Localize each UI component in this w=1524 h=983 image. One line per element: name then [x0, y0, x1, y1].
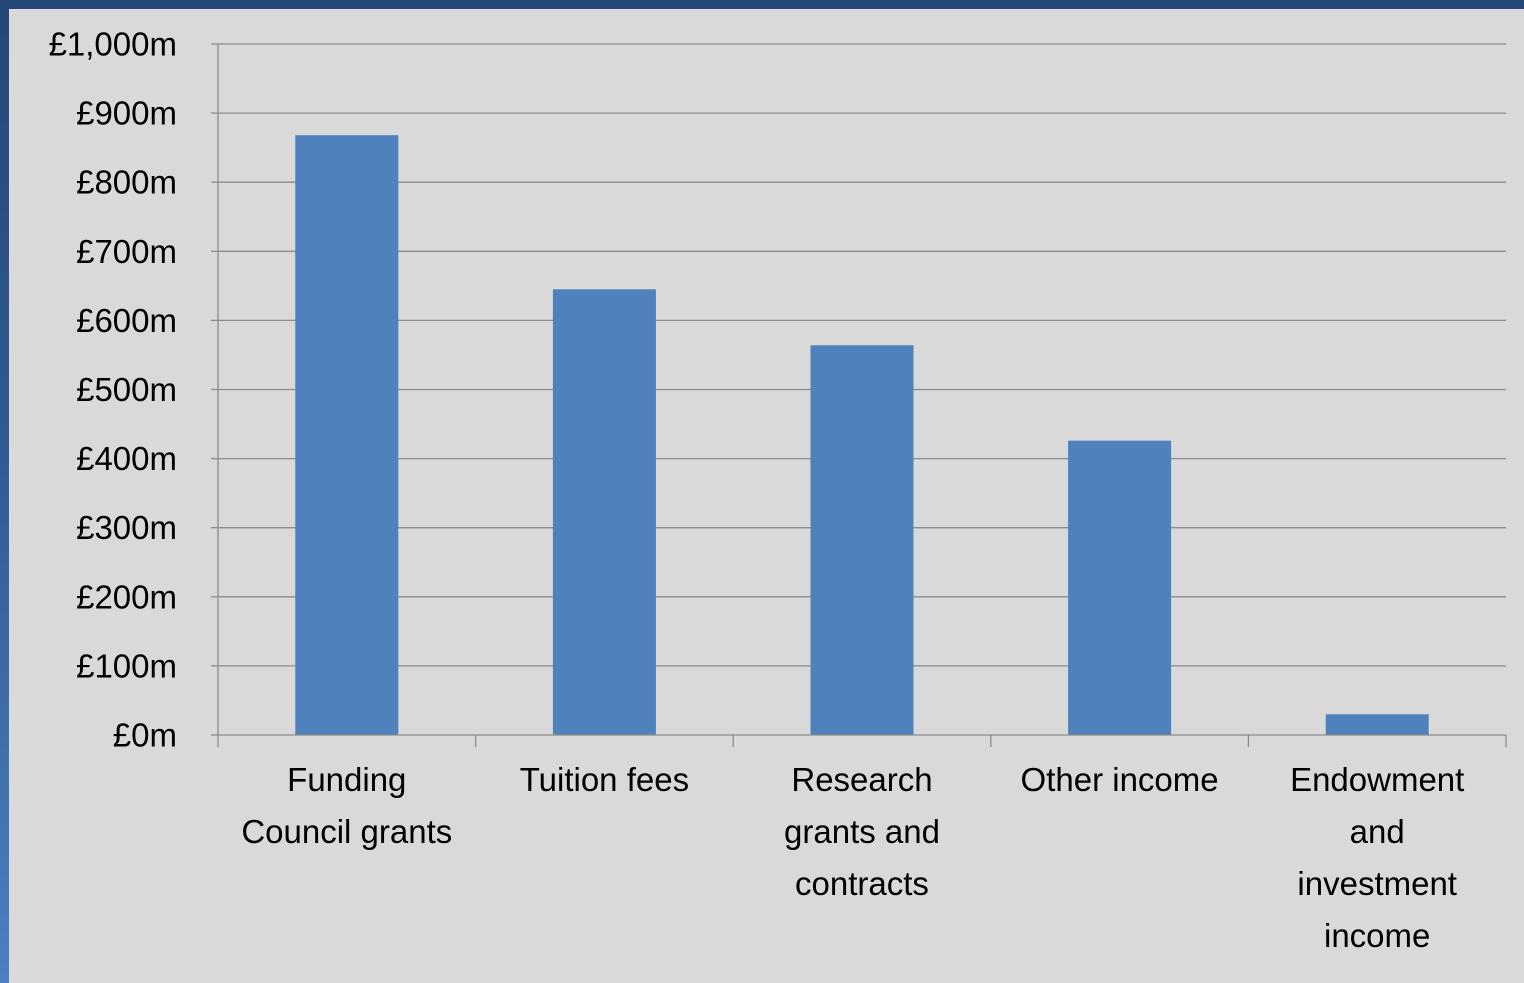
y-tick-label: £300m	[76, 509, 177, 546]
bar	[1325, 714, 1429, 735]
x-tick-label: Tuition fees	[520, 761, 689, 798]
bars	[295, 135, 1429, 735]
x-tick-label: Other income	[1021, 761, 1219, 798]
y-tick-labels: £0m £100m £200m £300m £400m £500m £600m £700m £8…	[49, 26, 177, 754]
y-tick-label: £600m	[76, 302, 177, 339]
x-tick-label: Funding Council grants	[241, 761, 452, 850]
chart-frame: £0m £100m £200m £300m £400m £500m £600m £700m £8…	[9, 9, 1524, 983]
axes	[211, 43, 1507, 747]
bar	[1068, 440, 1172, 735]
y-tick-label: £400m	[76, 440, 177, 477]
y-tick-label: £200m	[76, 578, 177, 615]
y-tick-label: £900m	[76, 95, 177, 132]
y-tick-label: £100m	[76, 647, 177, 684]
y-tick-label: £500m	[76, 371, 177, 408]
y-tick-label: £700m	[76, 233, 177, 270]
x-tick-label: Endowment and investment income	[1290, 761, 1464, 954]
y-tick-label: £1,000m	[49, 26, 177, 63]
y-tick-label: £800m	[76, 164, 177, 201]
bar-chart: £0m £100m £200m £300m £400m £500m £600m £700m £8…	[49, 26, 1507, 954]
bar	[552, 289, 656, 735]
bar	[295, 135, 399, 735]
y-tick-label: £0m	[113, 717, 177, 754]
bar	[810, 345, 914, 735]
x-tick-label: Research grants and contracts	[784, 761, 940, 902]
x-tick-labels: Funding Council grants Tuition fees Researc…	[241, 761, 1464, 954]
